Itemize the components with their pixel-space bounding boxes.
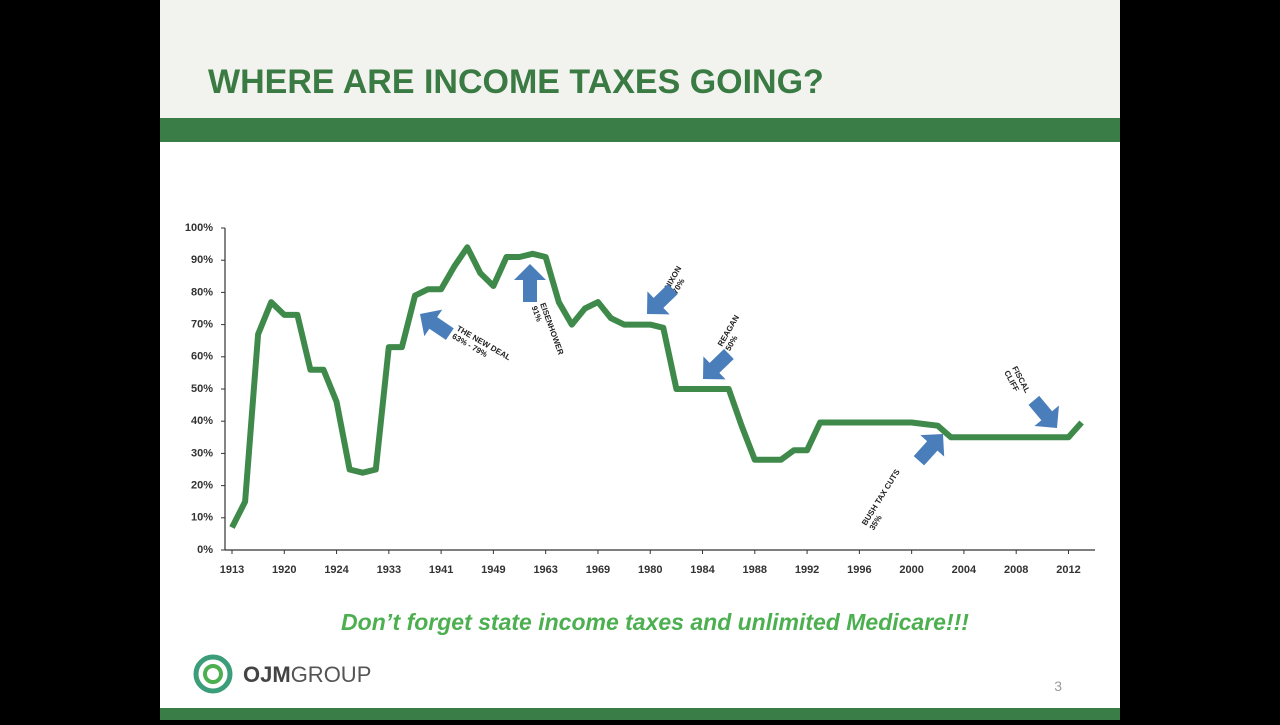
y-tick-label: 50% [191,383,213,395]
x-tick-label: 1913 [220,564,244,576]
data-line [229,244,1084,529]
x-tick-label: 2000 [899,564,923,576]
x-tick-label: 1941 [429,564,453,576]
header-band [160,118,1120,142]
y-tick-label: 80% [191,286,213,298]
arrow [1028,395,1059,428]
y-tick-label: 60% [191,351,213,363]
x-tick-label: 1933 [377,564,401,576]
arrow [514,264,546,302]
arrow [647,283,678,315]
x-tick-label: 1969 [586,564,610,576]
x-tick-label: 2004 [952,564,977,576]
y-tick-label: 90% [191,254,213,266]
page-number: 3 [1054,678,1062,694]
x-tick-label: 1980 [638,564,662,576]
logo-text: OJMGROUP [243,662,371,687]
x-tick-label: 1992 [795,564,819,576]
header [160,0,1120,118]
footer-band [160,708,1120,720]
logo-bold: OJM [243,662,291,687]
slide-title: WHERE ARE INCOME TAXES GOING? [208,63,824,101]
x-tick-label: 1924 [324,564,349,576]
logo-mark [193,654,233,694]
x-tick-label: 1949 [481,564,505,576]
arrow [420,309,454,340]
x-tick-label: 2008 [1004,564,1028,576]
x-tick-label: 1996 [847,564,871,576]
y-tick-label: 70% [191,319,213,331]
y-tick-label: 10% [191,512,213,524]
y-tick-label: 30% [191,447,213,459]
y-tick-label: 40% [191,415,213,427]
arrow [913,434,945,466]
note: Don’t forget state income taxes and unli… [341,609,969,635]
x-tick-label: 1963 [533,564,557,576]
x-tick-label: 1988 [743,564,767,576]
x-tick-label: 1984 [690,564,715,576]
y-tick-label: 0% [197,544,213,556]
arrow [703,348,734,380]
annotation-arrows [420,264,1059,466]
y-tick-label: 20% [191,480,213,492]
logo-light: GROUP [291,662,372,687]
x-tick-label: 2012 [1056,564,1080,576]
y-tick-label: 100% [185,222,213,234]
x-tick-label: 1920 [272,564,296,576]
